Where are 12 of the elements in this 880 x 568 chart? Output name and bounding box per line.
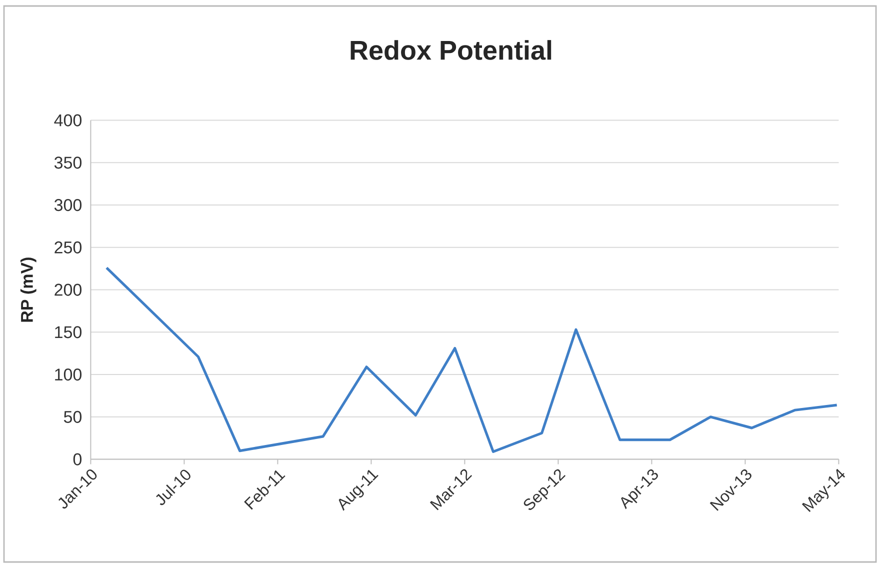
y-axis-title: RP (mV) — [20, 258, 36, 322]
y-tick-label: 100 — [55, 368, 82, 381]
y-tick-label: 200 — [54, 284, 82, 296]
y-tick-label: 350 — [54, 156, 82, 169]
y-tick-label: 400 — [54, 114, 82, 126]
y-tick-label: 0 — [73, 453, 82, 466]
y-tick-label: 300 — [54, 199, 82, 212]
y-tick-label: 150 — [55, 326, 82, 338]
y-tick-label: 250 — [54, 241, 82, 254]
chart-title: Redox Potential — [350, 40, 552, 60]
y-tick-label: 50 — [64, 410, 82, 423]
line-series — [105, 266, 838, 453]
